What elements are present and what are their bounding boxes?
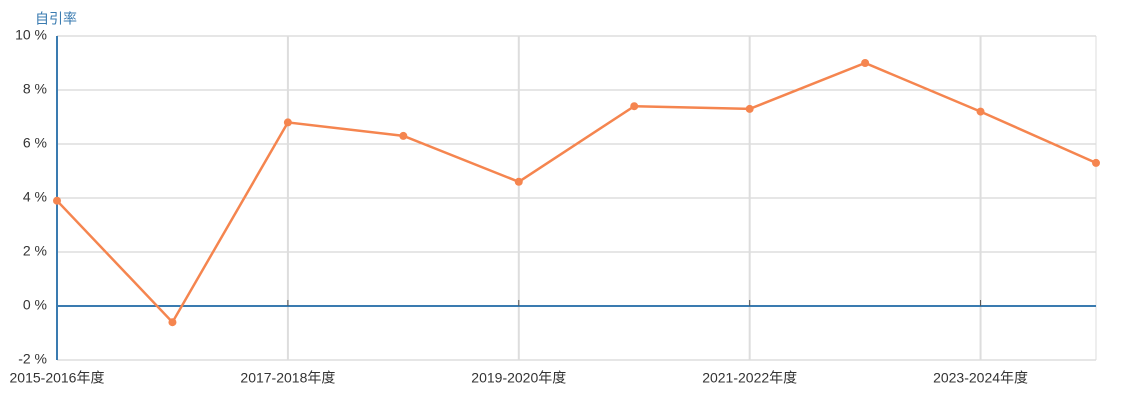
x-tick-label: 2019-2020年度 [471, 370, 566, 386]
y-tick-label: 6 % [23, 135, 47, 151]
data-point [399, 131, 408, 140]
data-point [745, 104, 754, 113]
y-axis-title: 自引率 [35, 11, 77, 27]
data-point [514, 177, 523, 186]
y-tick-label: 10 % [15, 27, 47, 43]
y-tick-label: 8 % [23, 81, 47, 97]
x-tick-label: 2021-2022年度 [702, 370, 797, 386]
data-point [976, 107, 985, 116]
y-tick-label: -2 % [18, 351, 47, 367]
y-tick-label: 0 % [23, 297, 47, 313]
data-point [1092, 158, 1100, 167]
data-point [53, 196, 61, 205]
series-line [56, 61, 1097, 325]
data-point [168, 318, 177, 327]
data-point [630, 102, 639, 111]
data-point [861, 59, 870, 67]
y-tick-label: 4 % [23, 189, 47, 205]
data-point [283, 118, 292, 127]
y-tick-label: 2 % [23, 243, 47, 259]
x-tick-label: 2017-2018年度 [240, 370, 335, 386]
x-tick-label: 2015-2016年度 [10, 370, 105, 386]
x-tick-label: 2023-2024年度 [933, 370, 1028, 386]
